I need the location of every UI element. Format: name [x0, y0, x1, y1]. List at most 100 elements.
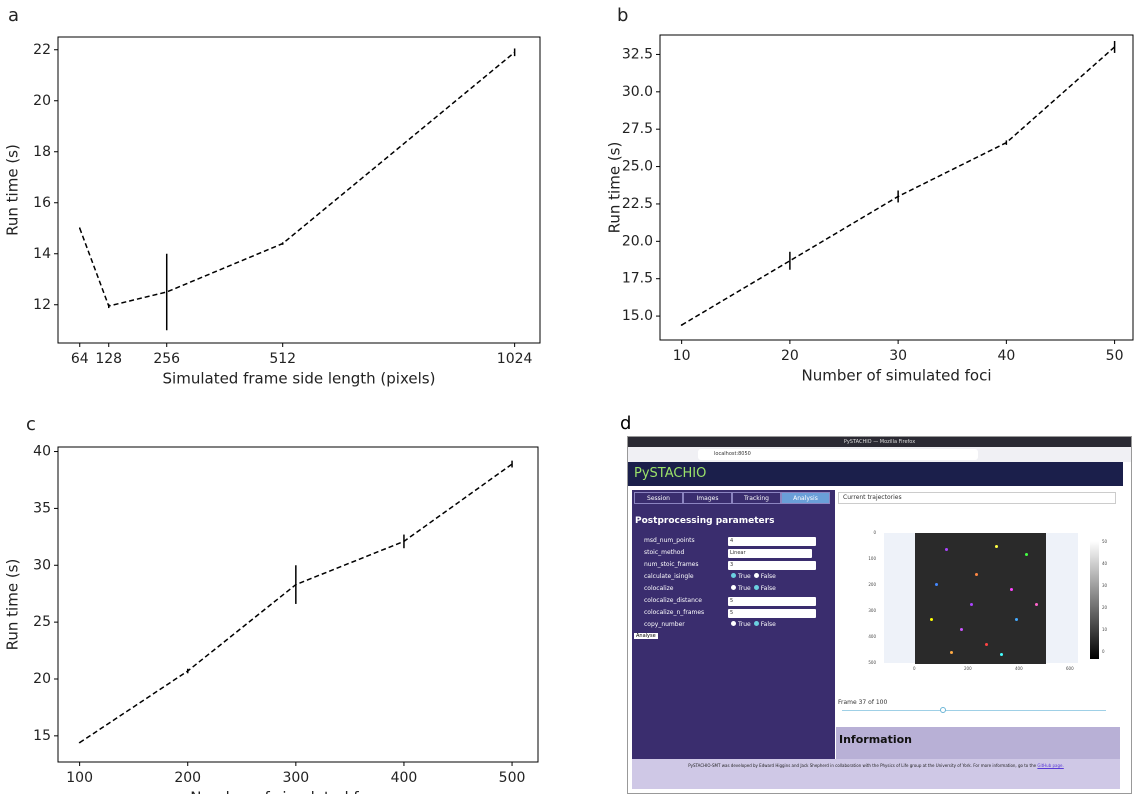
y-tick-label: 27.5: [622, 121, 653, 137]
dropdown[interactable]: Current trajectories: [838, 492, 1116, 504]
colorbar-tick: 0: [1102, 649, 1105, 654]
url-bar[interactable]: localhost:8050: [698, 449, 978, 460]
y-tick-label: 15.0: [622, 308, 653, 324]
track-dot: [945, 548, 948, 551]
track-dot: [1035, 603, 1038, 606]
y-axis-label: Run time (s): [4, 144, 22, 236]
x-tick-label: 400: [391, 770, 418, 786]
radio-group: True False: [728, 572, 776, 582]
x-tick-label: 512: [269, 351, 296, 367]
image-x-tick: 0: [913, 666, 916, 671]
button[interactable]: Analyse: [634, 633, 658, 639]
x-tick-label: 100: [66, 770, 93, 786]
image-y-tick: 200: [868, 582, 876, 587]
radio-label: False: [760, 621, 776, 628]
tab[interactable]: Tracking: [732, 492, 781, 504]
x-tick-label: 128: [95, 351, 122, 367]
y-tick-label: 25: [33, 614, 51, 630]
colorbar-tick: 20: [1102, 605, 1108, 610]
footer: PySTACHIO-SMT was developed by Edward Hi…: [632, 759, 1120, 789]
x-tick-label: 300: [282, 770, 309, 786]
image-y-tick: 300: [868, 608, 876, 613]
slider-handle[interactable]: [940, 707, 946, 713]
colorbar-tick: 10: [1102, 627, 1108, 632]
x-tick-label: 10: [673, 348, 691, 364]
x-tick-label: 1024: [497, 351, 533, 367]
x-tick-label: 500: [499, 770, 526, 786]
param-name: copy_number: [644, 621, 685, 628]
image-y-tick: 100: [868, 556, 876, 561]
y-tick-label: 30.0: [622, 84, 653, 100]
tab[interactable]: Images: [683, 492, 732, 504]
track-dot: [1000, 653, 1003, 656]
x-tick-label: 20: [781, 348, 799, 364]
heading: Postprocessing parameters: [635, 516, 775, 526]
param-name: colocalize_distance: [644, 597, 702, 604]
track-dot: [1015, 618, 1018, 621]
param-name: msd_num_points: [644, 537, 695, 544]
x-tick-label: 256: [153, 351, 180, 367]
track-dot: [950, 651, 953, 654]
colorbar: [1090, 541, 1099, 659]
param-input[interactable]: 5: [728, 597, 816, 606]
image-x-tick: 600: [1066, 666, 1074, 671]
param-input[interactable]: 4: [728, 537, 816, 546]
track-dot: [930, 618, 933, 621]
footer-text: PySTACHIO-SMT was developed by Edward Hi…: [688, 763, 1037, 768]
track-dot: [995, 545, 998, 548]
window-title: PySTACHIO — Mozilla Firefox: [628, 437, 1131, 447]
param-input[interactable]: 3: [728, 561, 816, 570]
app-title: PySTACHIO: [628, 462, 1123, 486]
y-tick-label: 40: [33, 444, 51, 460]
panel-label: a: [8, 5, 19, 26]
track-dot: [935, 583, 938, 586]
param-row: stoic_method Linear: [644, 548, 829, 560]
param-row: calculate_isingle True False: [644, 572, 829, 584]
radio[interactable]: [731, 585, 736, 590]
y-tick-label: 25.0: [622, 159, 653, 175]
radio[interactable]: [753, 621, 759, 626]
image-y-tick: 400: [868, 634, 876, 639]
y-tick-label: 12: [33, 297, 51, 313]
slider[interactable]: [842, 710, 1106, 711]
radio[interactable]: [731, 621, 736, 626]
panel-label: b: [617, 5, 628, 26]
tab[interactable]: Session: [634, 492, 683, 504]
track-dot: [975, 573, 978, 576]
param-input[interactable]: Linear: [728, 549, 812, 558]
x-tick-label: 40: [997, 348, 1015, 364]
colorbar-tick: 30: [1102, 583, 1108, 588]
param-name: colocalize: [644, 585, 674, 592]
track-dot: [1025, 553, 1028, 556]
panel-label: c: [26, 414, 36, 435]
y-tick-label: 20: [33, 671, 51, 687]
colorbar-tick: 50: [1102, 539, 1108, 544]
param-row: msd_num_points 4: [644, 536, 829, 548]
y-tick-label: 14: [33, 246, 51, 262]
param-row: colocalize True False: [644, 584, 829, 596]
image-x-tick: 200: [964, 666, 972, 671]
side-panel: Session Images Tracking Analysis Postproces…: [632, 490, 835, 760]
param-row: copy_number True False: [644, 620, 829, 632]
radio[interactable]: [753, 573, 759, 578]
y-tick-label: 35: [33, 500, 51, 516]
heatmap: [915, 533, 1046, 664]
param-name: calculate_isingle: [644, 573, 694, 580]
footer-link[interactable]: GitHub page.: [1037, 763, 1064, 768]
radio[interactable]: [731, 573, 736, 578]
param-input[interactable]: 5: [728, 609, 816, 618]
plot-frame: [57, 36, 541, 344]
image-x-tick: 400: [1015, 666, 1023, 671]
image-y-tick: 500: [868, 660, 876, 665]
x-tick-label: 50: [1106, 348, 1124, 364]
radio-label: False: [760, 585, 776, 592]
x-axis-label: Number of simulated foci: [802, 367, 992, 385]
line: [681, 46, 1116, 326]
y-axis-label: Run time (s): [606, 142, 624, 234]
radio[interactable]: [753, 585, 759, 590]
tab[interactable]: Analysis: [781, 492, 830, 504]
info-heading: Information: [836, 727, 1120, 759]
radio-label: True: [738, 573, 751, 580]
y-tick-label: 22.5: [622, 196, 653, 212]
y-tick-label: 18: [33, 144, 51, 160]
